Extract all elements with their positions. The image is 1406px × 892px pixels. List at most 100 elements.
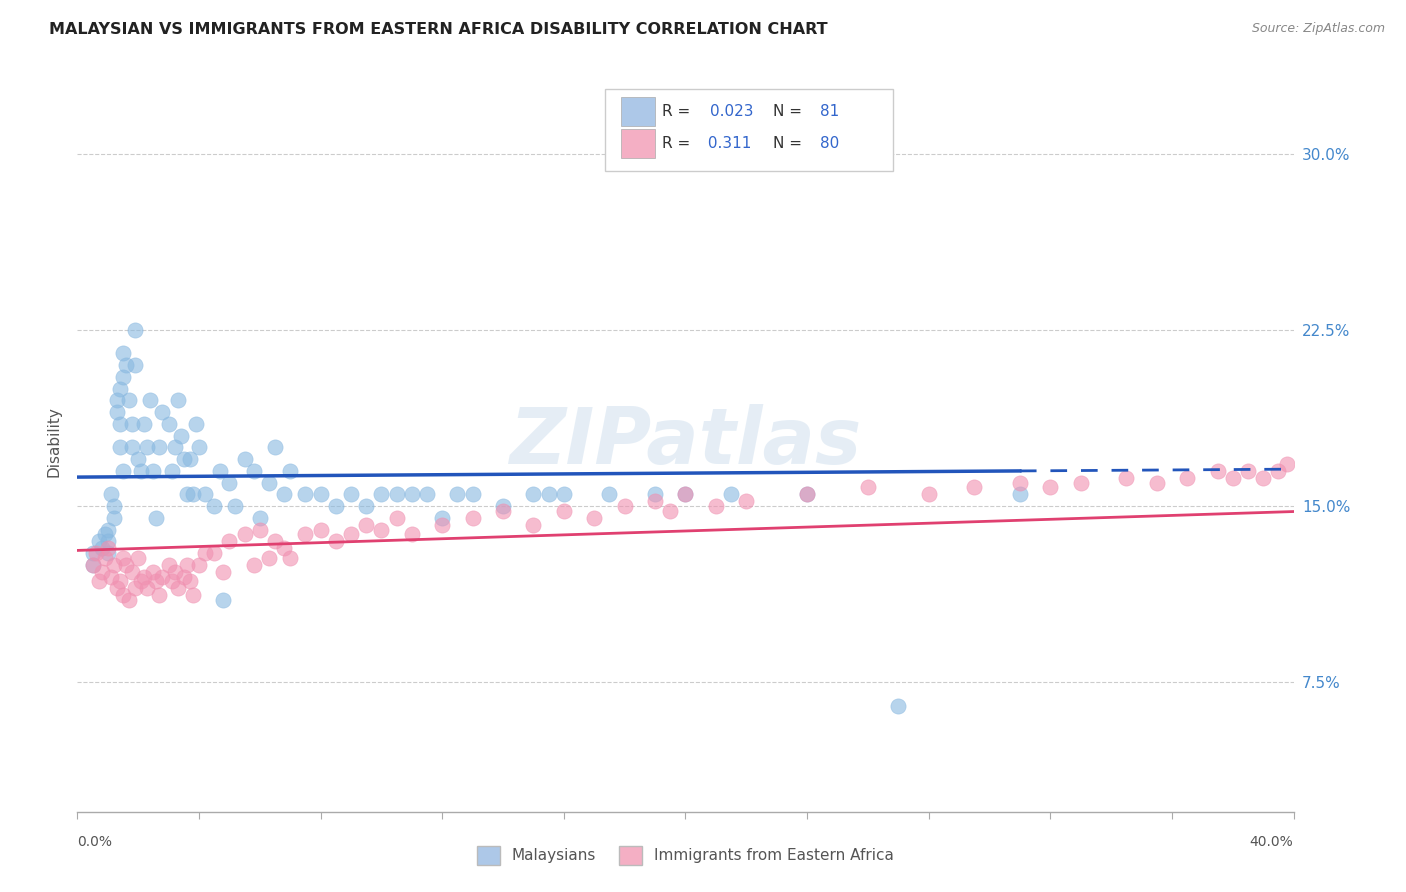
Point [273,541,295,556]
Text: N =: N = [773,136,803,151]
Point [522,518,544,533]
Point [918,487,941,501]
Point [309,523,332,537]
Point [340,487,363,501]
Point [111,550,134,565]
Point [385,487,408,501]
Point [118,393,141,408]
Point [108,441,131,455]
Point [1222,471,1244,485]
Point [93,527,115,541]
Text: R =: R = [662,104,696,119]
Point [309,487,332,501]
Point [257,475,280,490]
Point [148,589,170,603]
Text: 0.311: 0.311 [703,136,751,151]
Text: N =: N = [773,104,803,119]
Point [278,464,301,478]
Point [103,558,125,572]
Point [111,589,134,603]
Point [111,370,134,384]
Point [121,565,143,579]
Point [242,464,264,478]
Point [127,452,149,467]
Point [111,346,134,360]
Point [194,487,217,501]
Point [249,511,271,525]
Point [218,475,240,490]
Point [644,494,666,508]
Point [173,452,195,467]
Point [82,558,104,572]
Point [148,441,170,455]
Point [1175,471,1198,485]
Point [108,417,131,431]
Point [87,574,110,589]
Point [103,499,125,513]
Point [294,527,316,541]
Point [492,499,515,513]
Point [124,582,146,596]
Point [160,574,183,589]
Point [430,511,453,525]
Point [553,487,575,501]
Point [166,393,188,408]
Point [181,589,204,603]
Point [111,464,134,478]
Point [121,417,143,431]
Point [129,574,152,589]
Point [97,523,120,537]
Point [1146,475,1168,490]
Point [233,527,256,541]
Point [370,523,392,537]
Point [212,565,235,579]
Point [1277,457,1299,471]
Point [522,487,544,501]
Point [134,570,156,584]
Point [188,558,211,572]
Point [1039,480,1062,494]
Point [129,464,152,478]
Point [181,487,204,501]
Point [218,534,240,549]
Point [644,487,666,501]
Point [100,487,122,501]
Point [1115,471,1137,485]
Point [401,487,423,501]
Point [446,487,468,501]
Text: 81: 81 [820,104,839,119]
Point [224,499,246,513]
Point [100,570,122,584]
Point [675,487,697,501]
Point [136,582,159,596]
Point [160,464,183,478]
Text: 0.023: 0.023 [710,104,754,119]
Point [166,582,188,596]
Text: MALAYSIAN VS IMMIGRANTS FROM EASTERN AFRICA DISABILITY CORRELATION CHART: MALAYSIAN VS IMMIGRANTS FROM EASTERN AFR… [49,22,828,37]
Point [97,546,120,560]
Point [82,546,104,560]
Point [659,504,682,518]
Point [124,358,146,372]
Point [152,405,174,419]
Point [124,323,146,337]
Point [553,504,575,518]
Point [1237,464,1260,478]
Point [385,511,408,525]
Point [1206,464,1229,478]
Point [401,527,423,541]
Point [121,441,143,455]
Point [675,487,697,501]
Point [613,499,636,513]
Point [202,499,225,513]
Point [370,487,392,501]
Point [157,558,180,572]
Point [1008,475,1031,490]
Point [325,499,347,513]
Point [294,487,316,501]
Text: Source: ZipAtlas.com: Source: ZipAtlas.com [1251,22,1385,36]
Point [354,499,377,513]
Point [212,593,235,607]
Point [184,417,207,431]
Point [142,565,165,579]
